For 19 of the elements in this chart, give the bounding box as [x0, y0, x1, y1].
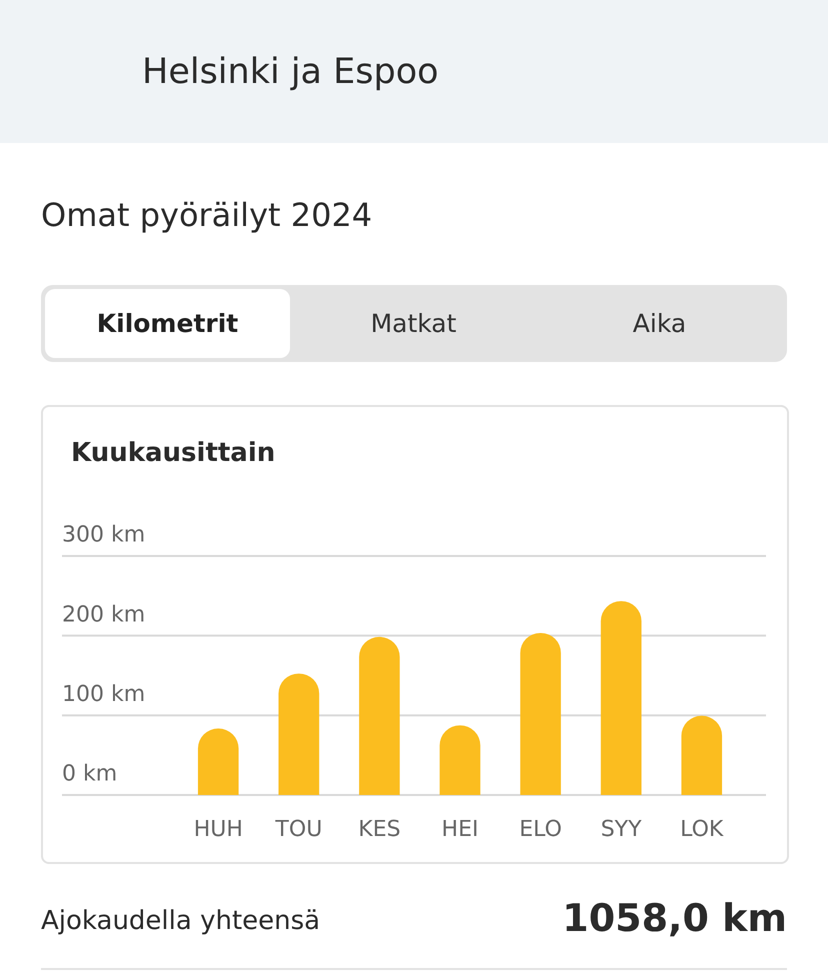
x-tick-label: ELO	[519, 816, 562, 842]
chart-subtitle: Kuukausittain	[71, 438, 276, 468]
x-tick-label: HUH	[194, 816, 243, 842]
text: Matkat	[370, 308, 458, 340]
text: Helsinki ja Espoo	[142, 52, 439, 92]
y-tick-label: 100 km	[62, 682, 146, 708]
y-tick-label: 0 km	[62, 762, 118, 787]
text: 1058,0 km	[562, 896, 787, 940]
text: Kilometrit	[45, 289, 290, 358]
y-tick-label: 200 km	[62, 602, 146, 628]
x-tick-label: LOK	[680, 816, 724, 842]
x-tick-label: TOU	[274, 816, 322, 842]
y-tick-label: 300 km	[62, 522, 146, 548]
x-tick-label: KES	[358, 816, 401, 842]
x-tick-label: SYY	[600, 816, 642, 842]
x-tick-label: HEI	[442, 816, 478, 842]
chart-title: Omat pyöräilyt 2024	[41, 196, 372, 234]
text: Aika	[632, 308, 688, 340]
text: Ajokaudella yhteensä	[41, 906, 320, 936]
